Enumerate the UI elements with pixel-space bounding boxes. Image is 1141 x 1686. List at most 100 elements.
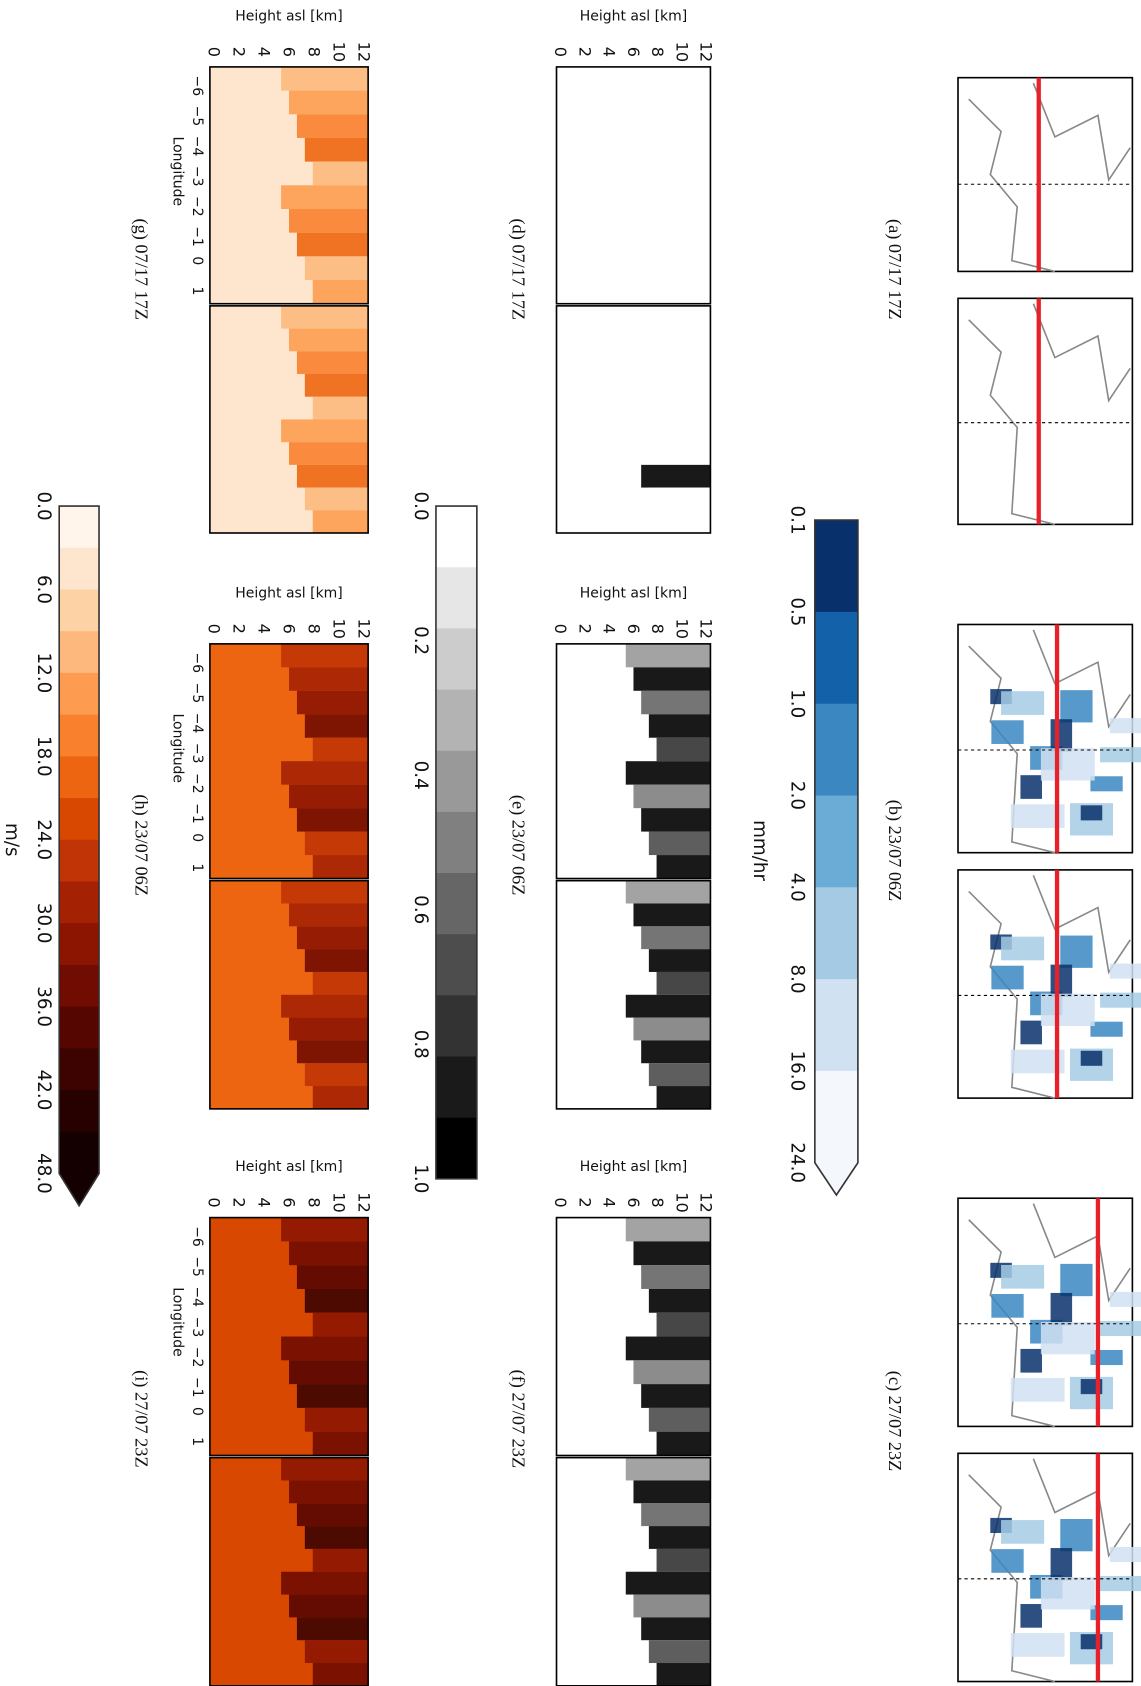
x-axis-label: Longitude <box>170 1287 186 1357</box>
rain-blob <box>991 965 1024 990</box>
x-tick-label: −4 <box>189 136 205 157</box>
colorbar-segment <box>435 689 477 752</box>
section-shade <box>304 831 369 856</box>
colorbar-segment <box>435 506 477 568</box>
section-shade <box>281 994 369 1018</box>
section-shade <box>641 232 711 257</box>
colorbar-segment <box>814 1070 858 1164</box>
x-tick-label: 0 <box>189 833 205 842</box>
x-tick-label: −5 <box>189 106 205 127</box>
colorbar-segment <box>814 703 858 797</box>
rain-blob <box>1100 747 1141 763</box>
section-shade <box>289 1017 369 1041</box>
colorbar-segment <box>814 887 858 980</box>
section-shade <box>296 1265 369 1289</box>
section-shade <box>641 690 711 715</box>
rain-blob <box>1080 1050 1103 1066</box>
y-tick-label: 10 <box>672 1192 691 1213</box>
y-tick-label: 8 <box>648 1197 667 1207</box>
section-shade <box>625 305 711 329</box>
colorbar-tick-label: 0.6 <box>410 895 431 924</box>
y-tick-label: 10 <box>329 619 348 640</box>
section-shade <box>312 971 369 995</box>
colorbar-segment <box>59 756 100 799</box>
coastline <box>968 303 1131 526</box>
colorbar-outline <box>814 519 859 1197</box>
rain-blob <box>1109 718 1141 734</box>
section-shade <box>304 256 369 281</box>
y-tick-label: 0 <box>551 1197 570 1207</box>
y-tick-label: 0 <box>205 624 224 634</box>
section-shade <box>289 90 369 115</box>
colorbar-outline <box>435 505 478 1180</box>
section-shade <box>281 185 369 209</box>
rain-blob <box>1090 1021 1123 1037</box>
colorbar-segment <box>59 1090 100 1133</box>
y-tick-label: 0 <box>551 47 570 57</box>
section-shade <box>281 419 369 443</box>
section-panel <box>209 1216 369 1457</box>
colorbar-tick-label: 4.0 <box>787 873 808 902</box>
colorbar-tick-label: 2.0 <box>787 781 808 810</box>
colorbar-segment <box>435 628 477 691</box>
rain-blob <box>1109 1291 1141 1307</box>
x-tick-label: 1 <box>189 286 205 295</box>
rain-blob <box>1040 1577 1095 1610</box>
panel-label: (g) 07/17 17Z <box>131 218 152 320</box>
section-shade <box>625 643 711 668</box>
rain-blob <box>1060 935 1093 968</box>
section-shade <box>648 1063 711 1087</box>
colorbar-tick-label: 0.2 <box>410 626 431 655</box>
section-shade <box>289 1594 369 1618</box>
section-shade <box>641 1040 711 1064</box>
colorbar-segment <box>435 811 477 874</box>
section-shade <box>633 90 711 115</box>
y-tick-label: 4 <box>255 1197 274 1207</box>
x-tick-label: 0 <box>189 1407 205 1416</box>
y-tick-label: 4 <box>600 624 619 634</box>
colorbar-segment <box>435 1056 477 1119</box>
section-shade <box>304 1526 369 1549</box>
panel-label: (b) 23/07 06Z <box>884 800 905 902</box>
section-panel <box>555 879 712 1110</box>
x-tick-label: −6 <box>189 1226 205 1247</box>
x-tick-label: −1 <box>189 1377 205 1398</box>
colorbar-segment <box>814 795 858 888</box>
section-shade <box>625 1571 711 1595</box>
section-panel <box>209 879 369 1110</box>
section-shade <box>641 926 711 950</box>
rain-blob <box>1109 963 1141 979</box>
section-shade <box>625 1217 711 1242</box>
colorbar-segment <box>59 964 100 1008</box>
rain-blob <box>1040 748 1095 781</box>
section-shade <box>289 1360 369 1385</box>
rain-blob <box>1100 992 1141 1008</box>
y-tick-label: 10 <box>329 1192 348 1213</box>
x-tick-label: 1 <box>189 1437 205 1446</box>
y-tick-label: 8 <box>648 47 667 57</box>
section-shade <box>281 1217 369 1242</box>
section-frame <box>555 1216 712 1457</box>
section-shade <box>296 1617 369 1641</box>
panel-label: (d) 07/17 17Z <box>507 218 528 320</box>
section-shade <box>304 1288 369 1313</box>
y-tick-label: 2 <box>230 47 249 57</box>
section-shade <box>312 1663 369 1686</box>
colorbar-segment <box>59 631 100 674</box>
y-tick-label: 8 <box>648 624 667 634</box>
y-tick-label: 2 <box>575 624 594 634</box>
section-shade <box>296 114 369 138</box>
section-shade <box>656 1086 711 1109</box>
y-tick-label: 2 <box>575 1197 594 1207</box>
y-tick-label: 6 <box>624 47 643 57</box>
section-shade <box>312 1431 369 1456</box>
colorbar-segment <box>59 1006 100 1049</box>
section-shade <box>656 971 711 995</box>
colorbar-tick-label: 1.0 <box>410 1164 431 1193</box>
colorbar-tick-label: 1.0 <box>787 689 808 718</box>
x-tick-label: 0 <box>189 256 205 265</box>
colorbar-segment <box>435 995 477 1058</box>
colorbar-tick-label: 0.4 <box>410 761 431 790</box>
colorbar-tick-label: 48.0 <box>33 1153 54 1194</box>
rain-blob <box>1050 1292 1073 1326</box>
